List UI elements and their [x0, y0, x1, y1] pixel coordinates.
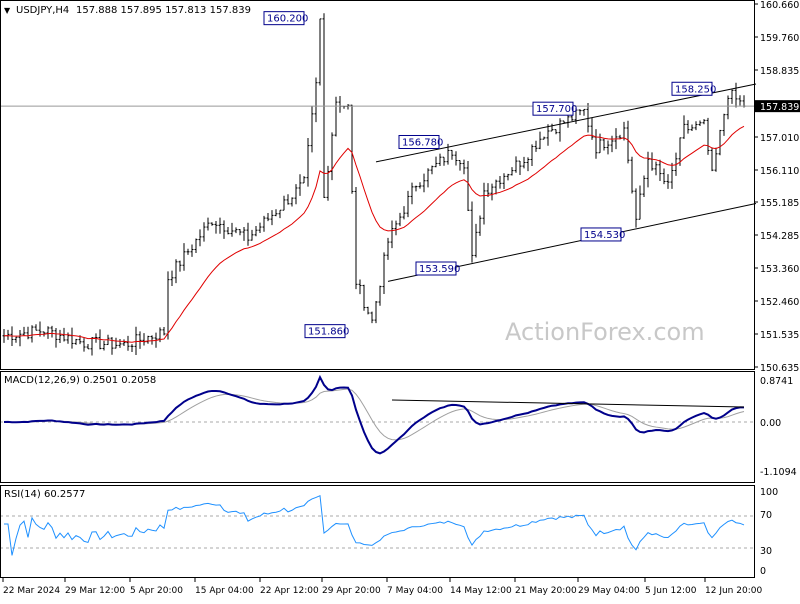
y-tick-label: 157.010	[760, 133, 799, 144]
macd-tick-label: -1.1094	[760, 467, 797, 478]
y-tick-label: 155.185	[760, 198, 799, 209]
macd-title: MACD(12,26,9) 0.2501 0.2058	[4, 375, 156, 386]
price-label-box	[398, 134, 440, 149]
macd-tick-label: 0.8741	[760, 376, 793, 387]
y-tick-label: 160.660	[760, 0, 799, 11]
x-tick-label: 29 May 04:00	[578, 586, 640, 596]
price-label: 160.200	[267, 14, 308, 25]
y-tick-label: 159.760	[760, 33, 799, 44]
rsi-panel[interactable]	[0, 494, 754, 556]
y-tick-label: 152.460	[760, 297, 799, 308]
rsi-tick-label: 70	[760, 510, 772, 521]
rsi-tick-label: 100	[760, 487, 778, 498]
y-tick-label: 154.285	[760, 231, 799, 242]
macd-panel[interactable]	[0, 374, 754, 455]
rsi-title: RSI(14) 60.2577	[4, 489, 85, 500]
x-tick-label: 12 Jun 20:00	[705, 586, 762, 596]
y-tick-label: 153.360	[760, 264, 799, 275]
x-tick-label: 29 Mar 12:00	[65, 586, 125, 596]
symbol-title: USDJPY,H4	[16, 5, 69, 16]
x-tick-label: 7 May 04:00	[387, 586, 443, 596]
moving-average-line	[3, 125, 745, 343]
x-tick-label: 22 Apr 12:00	[260, 586, 319, 596]
x-tick-label: 29 Apr 20:00	[322, 586, 381, 596]
y-tick-label: 156.110	[760, 166, 799, 177]
current-price-label: 157.839	[760, 102, 799, 113]
price-label-box	[580, 227, 622, 242]
price-label: 151.860	[308, 327, 349, 338]
rsi-tick-label: 30	[760, 546, 772, 557]
x-tick-label: 5 Apr 20:00	[130, 586, 183, 596]
x-tick-label: 21 May 20:00	[515, 586, 577, 596]
macd-panel-border	[0, 371, 755, 483]
watermark: ActionForex.com	[505, 318, 705, 346]
macd-tick-label: 0.00	[760, 418, 781, 429]
x-tick-label: 22 Mar 2024	[3, 586, 60, 596]
price-label-box	[671, 81, 713, 96]
price-label-box	[263, 11, 305, 26]
price-panel[interactable]: 160.200 151.860 156.780 153.590 157.700 154.5…	[0, 11, 757, 356]
ohlc-readout: 157.888 157.895 157.813 157.839	[76, 5, 251, 16]
rsi-tick-label: 0	[760, 566, 766, 577]
price-label-box	[532, 101, 574, 116]
y-tick-label: 150.635	[760, 363, 799, 374]
rsi-panel-border	[0, 485, 755, 578]
price-label: 158.250	[675, 84, 716, 95]
price-panel-border	[0, 0, 755, 370]
x-tick-label: 5 Jun 12:00	[645, 586, 697, 596]
rsi-line	[4, 494, 745, 556]
macd-trendline	[391, 399, 745, 408]
price-label-box	[415, 261, 457, 276]
dropdown-arrow-icon[interactable]: ▼	[4, 6, 11, 15]
y-tick-label: 158.835	[760, 66, 799, 77]
price-label: 154.530	[584, 230, 625, 241]
current-price-tag	[755, 100, 800, 113]
price-label: 156.780	[402, 137, 443, 148]
price-label: 153.590	[419, 264, 460, 275]
y-tick-label: 151.535	[760, 330, 799, 341]
x-tick-label: 15 Apr 04:00	[195, 586, 254, 596]
price-label: 157.700	[536, 104, 577, 115]
price-label-box	[304, 324, 346, 339]
macd-line	[3, 374, 745, 455]
x-tick-label: 14 May 12:00	[450, 586, 512, 596]
